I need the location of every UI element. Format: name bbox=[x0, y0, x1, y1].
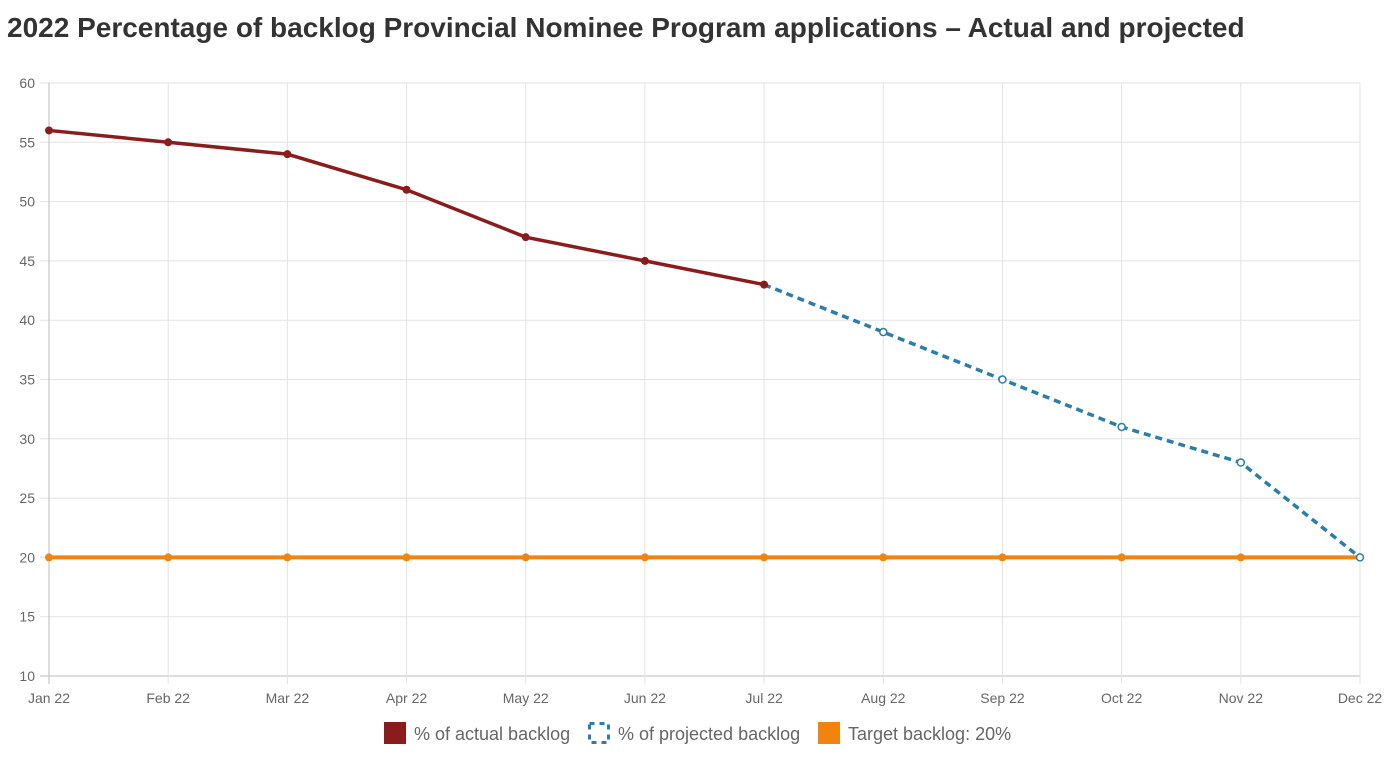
y-tick-label: 50 bbox=[19, 194, 35, 210]
data-point bbox=[402, 553, 411, 562]
data-point bbox=[760, 280, 769, 289]
x-tick-label: Oct 22 bbox=[1101, 690, 1142, 706]
y-tick-label: 15 bbox=[19, 609, 35, 625]
y-tick-label: 20 bbox=[19, 549, 35, 565]
y-tick-label: 25 bbox=[19, 490, 35, 506]
x-tick-label: Aug 22 bbox=[861, 690, 906, 706]
data-point bbox=[1117, 553, 1126, 562]
data-point bbox=[1236, 458, 1246, 467]
y-tick-label: 55 bbox=[19, 134, 35, 150]
x-tick-label: Nov 22 bbox=[1219, 690, 1264, 706]
y-tick-label: 60 bbox=[19, 75, 35, 91]
x-tick-label: Feb 22 bbox=[146, 690, 190, 706]
x-tick-label: Jun 22 bbox=[624, 690, 666, 706]
legend-label: % of projected backlog bbox=[618, 724, 800, 744]
x-tick-label: Jan 22 bbox=[28, 690, 70, 706]
x-tick-label: Jul 22 bbox=[745, 690, 783, 706]
chart-title: 2022 Percentage of backlog Provincial No… bbox=[7, 12, 1245, 43]
legend-swatch bbox=[384, 722, 406, 744]
x-tick-label: Mar 22 bbox=[266, 690, 310, 706]
data-point bbox=[402, 185, 411, 194]
data-point bbox=[1117, 422, 1126, 432]
data-point bbox=[879, 327, 888, 337]
x-tick-label: Dec 22 bbox=[1338, 690, 1383, 706]
y-tick-label: 40 bbox=[19, 312, 35, 328]
y-tick-label: 30 bbox=[19, 431, 35, 447]
x-tick-label: May 22 bbox=[503, 690, 549, 706]
data-point bbox=[164, 138, 173, 147]
y-tick-label: 35 bbox=[19, 372, 35, 388]
y-tick-label: 45 bbox=[19, 253, 35, 269]
data-point bbox=[45, 553, 53, 562]
legend-label: % of actual backlog bbox=[414, 724, 570, 744]
legend-swatch bbox=[818, 722, 840, 744]
data-point bbox=[1236, 553, 1245, 562]
data-point bbox=[640, 256, 649, 265]
data-point bbox=[1355, 553, 1365, 562]
data-point bbox=[521, 233, 530, 242]
data-point bbox=[283, 150, 292, 159]
legend-swatch bbox=[588, 722, 610, 744]
x-tick-label: Apr 22 bbox=[386, 690, 427, 706]
data-point bbox=[998, 375, 1007, 384]
data-point bbox=[164, 553, 173, 562]
data-point bbox=[521, 553, 530, 562]
x-tick-label: Sep 22 bbox=[980, 690, 1025, 706]
legend-label: Target backlog: 20% bbox=[848, 724, 1011, 744]
data-point bbox=[998, 553, 1007, 562]
series-line-1 bbox=[763, 282, 1362, 559]
data-point bbox=[45, 126, 53, 135]
data-point bbox=[760, 553, 769, 562]
data-point bbox=[640, 553, 649, 562]
data-point bbox=[283, 553, 292, 562]
data-point bbox=[879, 553, 888, 562]
y-tick-label: 10 bbox=[19, 668, 35, 684]
